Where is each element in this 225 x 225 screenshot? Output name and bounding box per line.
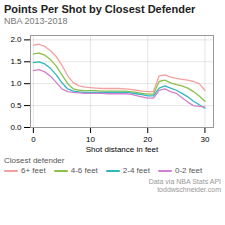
svg-text:0.5: 0.5	[10, 101, 22, 110]
svg-text:20: 20	[143, 135, 152, 144]
svg-text:0: 0	[31, 135, 36, 144]
html-text:0-2 feet: 0-2 feet	[175, 166, 203, 175]
html-text:NBA 2013-2018: NBA 2013-2018	[4, 16, 68, 26]
svg-text:2.0: 2.0	[10, 35, 22, 44]
html-text:Closest defender: Closest defender	[4, 156, 65, 165]
html-text:Data via NBA Stats API toddwsc: Data via NBA Stats API toddwschneider.co…	[148, 178, 221, 193]
svg-text:0.0: 0.0	[10, 123, 22, 132]
svg-text:10: 10	[86, 135, 95, 144]
html-text:6+ feet: 6+ feet	[21, 166, 46, 175]
svg-text:Shot distance in feet: Shot distance in feet	[86, 145, 159, 154]
svg-text:30: 30	[200, 135, 209, 144]
html-text:Points Per Shot by Closest Def: Points Per Shot by Closest Defender	[4, 3, 196, 15]
svg-text:1.5: 1.5	[10, 57, 22, 66]
svg-text:1.0: 1.0	[10, 79, 22, 88]
html-text:4-6 feet: 4-6 feet	[70, 166, 98, 175]
html-text:2-4 feet: 2-4 feet	[122, 166, 150, 175]
